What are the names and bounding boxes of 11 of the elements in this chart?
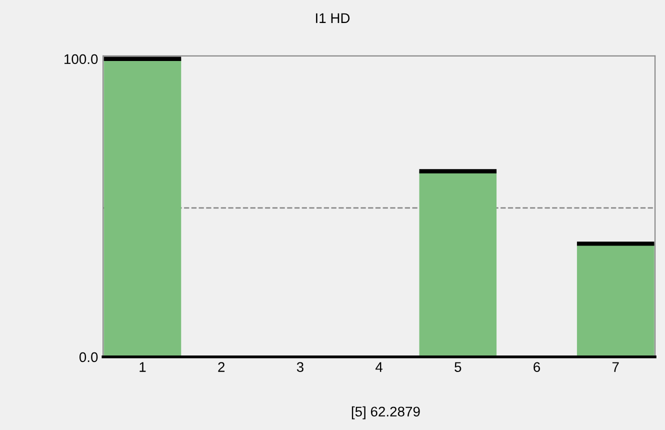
chart-title: I1 HD — [316, 13, 350, 23]
x-tick-label: 3 — [296, 362, 304, 372]
text: [5] 62.2879 — [352, 406, 420, 420]
x-tick-label: 4 — [376, 362, 383, 372]
x-tick-label: 7 — [612, 362, 619, 372]
x-tick-label: 5 — [454, 362, 462, 372]
x-tick-label: 2 — [218, 362, 225, 372]
x-tick-label: 6 — [534, 362, 540, 372]
x-tick-label: 1 — [140, 362, 146, 372]
y-tick-label: 100.0 — [64, 54, 98, 64]
y-tick-label: 0.0 — [79, 352, 98, 362]
